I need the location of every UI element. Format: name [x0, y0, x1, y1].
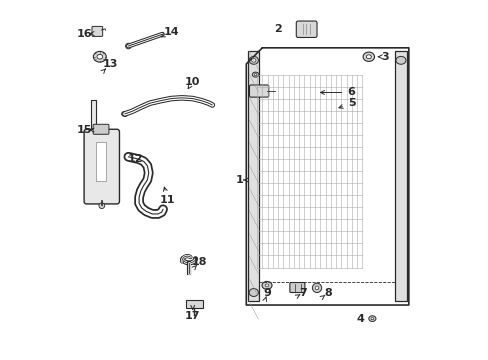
Text: 17: 17 [184, 311, 200, 321]
Ellipse shape [122, 111, 128, 116]
Ellipse shape [264, 284, 268, 287]
Text: 10: 10 [184, 77, 200, 87]
Text: 14: 14 [163, 27, 179, 37]
Ellipse shape [363, 52, 374, 62]
Ellipse shape [395, 57, 405, 64]
Ellipse shape [366, 55, 370, 59]
FancyBboxPatch shape [289, 283, 304, 293]
Text: 5: 5 [347, 98, 355, 108]
Text: 16: 16 [77, 28, 92, 39]
Text: 9: 9 [263, 288, 271, 297]
Circle shape [315, 286, 318, 290]
Text: 11: 11 [160, 195, 175, 204]
Bar [91, 100, 96, 166]
Ellipse shape [248, 289, 258, 296]
Ellipse shape [368, 316, 375, 321]
Circle shape [125, 43, 131, 49]
FancyBboxPatch shape [84, 129, 119, 204]
Text: 15: 15 [77, 125, 92, 135]
Ellipse shape [262, 282, 271, 289]
Ellipse shape [124, 154, 132, 160]
Text: 3: 3 [381, 52, 388, 62]
Text: 4: 4 [356, 314, 364, 324]
Text: 18: 18 [192, 257, 207, 267]
Text: 1: 1 [235, 175, 243, 185]
FancyBboxPatch shape [249, 85, 268, 97]
Circle shape [312, 283, 321, 293]
Bar [185, 300, 203, 307]
FancyBboxPatch shape [93, 124, 109, 134]
Text: 8: 8 [324, 288, 332, 297]
Ellipse shape [97, 54, 102, 59]
FancyBboxPatch shape [296, 21, 316, 37]
Ellipse shape [248, 57, 258, 64]
Text: 7: 7 [299, 288, 306, 297]
Ellipse shape [254, 73, 256, 76]
Ellipse shape [370, 318, 373, 320]
Text: 13: 13 [102, 59, 118, 69]
Bar [248, 51, 259, 301]
Ellipse shape [93, 51, 106, 62]
Bar [96, 142, 106, 180]
Text: 6: 6 [347, 87, 355, 98]
Text: 2: 2 [274, 24, 282, 34]
Bar [394, 51, 406, 301]
Ellipse shape [252, 72, 258, 77]
Text: 12: 12 [127, 154, 143, 163]
Circle shape [99, 203, 104, 208]
Ellipse shape [251, 59, 255, 62]
FancyBboxPatch shape [92, 26, 102, 36]
